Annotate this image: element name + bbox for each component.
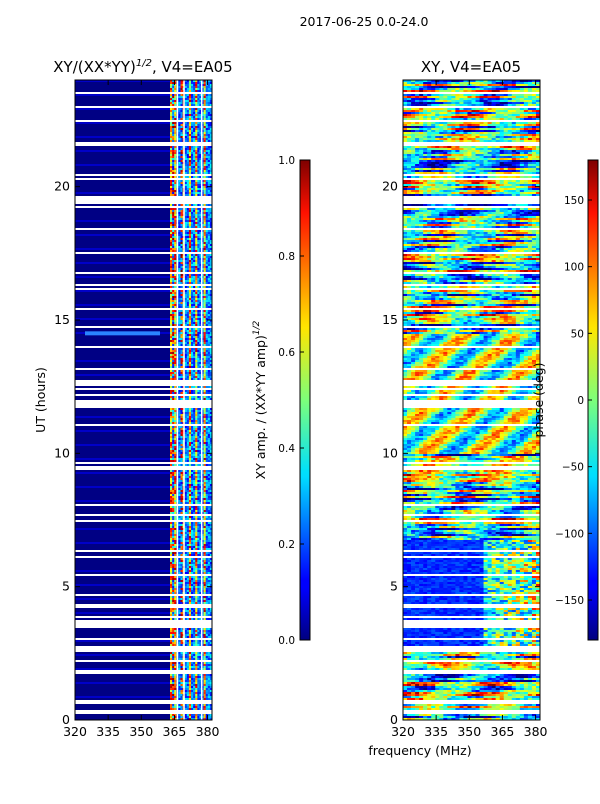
x-tick-label: 365 [491, 724, 515, 739]
colorbar-tick-label: 0.2 [278, 539, 295, 551]
left-colorbar [300, 160, 310, 640]
y-tick-label: 10 [382, 445, 398, 460]
colorbar-tick-label: 50 [571, 328, 584, 340]
colorbar-tick-label: 0.0 [278, 635, 295, 647]
colorbar-tick-label: 150 [564, 195, 584, 207]
left-colorbar-label-main: XY amp. / (XX*YY amp) [253, 335, 268, 479]
colorbar-tick-label: 0.4 [278, 443, 295, 455]
y-tick-label: 5 [62, 579, 70, 594]
y-tick-label: 5 [390, 579, 398, 594]
y-tick-label: 0 [62, 712, 70, 727]
y-tick-label: 15 [54, 312, 70, 327]
colorbar-tick-label: −150 [555, 595, 584, 607]
colorbar-tick-label: 0.6 [278, 347, 295, 359]
right-plot-title: XY, V4=EA05 [421, 58, 521, 76]
x-tick-label: 335 [96, 724, 120, 739]
y-tick-label: 10 [54, 445, 70, 460]
x-tick-label: 365 [163, 724, 187, 739]
left-title-superscript: 1/2 [136, 58, 152, 69]
left-heatmap [75, 80, 212, 720]
colorbar-tick-label: −50 [562, 462, 584, 474]
colorbar-tick-label: 0 [577, 395, 584, 407]
right-colorbar-ticks: −150 −100 −50 0 50 100 150 [555, 195, 592, 607]
left-colorbar-label-superscript: 1/2 [252, 320, 262, 335]
y-tick-label: 15 [382, 312, 398, 327]
left-colorbar-label: XY amp. / (XX*YY amp)1/2 [252, 320, 268, 479]
y-tick-label: 20 [54, 179, 70, 194]
left-title-suffix: , V4=EA05 [152, 58, 233, 76]
right-heatmap [403, 80, 540, 720]
y-tick-label: 0 [390, 712, 398, 727]
left-y-axis-label: UT (hours) [33, 367, 48, 433]
x-tick-label: 335 [424, 724, 448, 739]
x-axis-label: frequency (MHz) [368, 743, 471, 758]
x-tick-label: 380 [524, 724, 548, 739]
y-tick-label: 20 [382, 179, 398, 194]
colorbar-tick-label: −100 [555, 528, 584, 540]
left-plot-title: XY/(XX*YY)1/2, V4=EA05 [53, 58, 232, 76]
x-tick-label: 380 [196, 724, 220, 739]
figure-suptitle: 2017-06-25 0.0-24.0 [300, 14, 429, 29]
colorbar-tick-label: 100 [564, 262, 584, 274]
x-tick-label: 350 [457, 724, 481, 739]
colorbar-tick-label: 1.0 [278, 155, 295, 167]
left-title-main: XY/(XX*YY) [53, 58, 136, 76]
x-tick-label: 350 [129, 724, 153, 739]
right-colorbar-label: phase (deg) [531, 362, 546, 437]
colorbar-tick-label: 0.8 [278, 251, 295, 263]
